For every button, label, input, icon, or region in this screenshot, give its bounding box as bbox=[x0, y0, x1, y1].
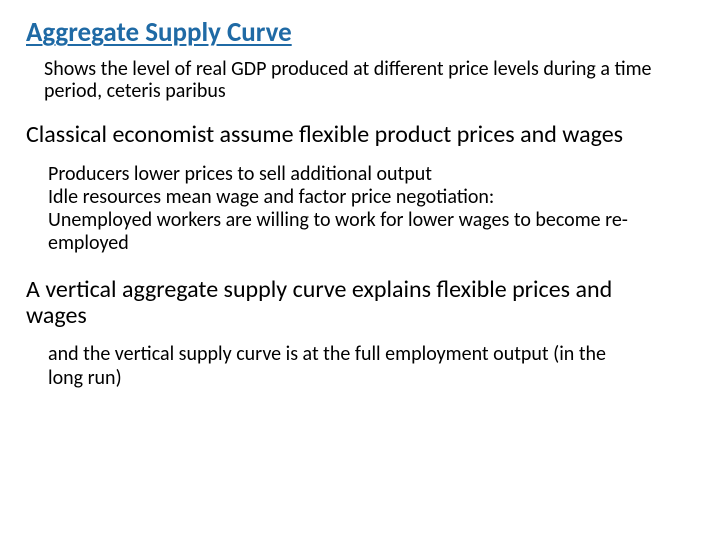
body-line: Idle resources mean wage and factor pric… bbox=[48, 186, 656, 209]
body-vertical: and the vertical supply curve is at the … bbox=[48, 343, 636, 389]
body-line: Producers lower prices to sell additiona… bbox=[48, 163, 656, 186]
section-heading-vertical: A vertical aggregate supply curve explai… bbox=[26, 277, 676, 330]
section-heading-classical: Classical economist assume flexible prod… bbox=[26, 122, 676, 149]
intro-text: Shows the level of real GDP produced at … bbox=[44, 58, 666, 103]
slide-title: Aggregate Supply Curve bbox=[26, 18, 696, 48]
body-line: Unemployed workers are willing to work f… bbox=[48, 209, 656, 255]
body-classical: Producers lower prices to sell additiona… bbox=[48, 163, 656, 254]
